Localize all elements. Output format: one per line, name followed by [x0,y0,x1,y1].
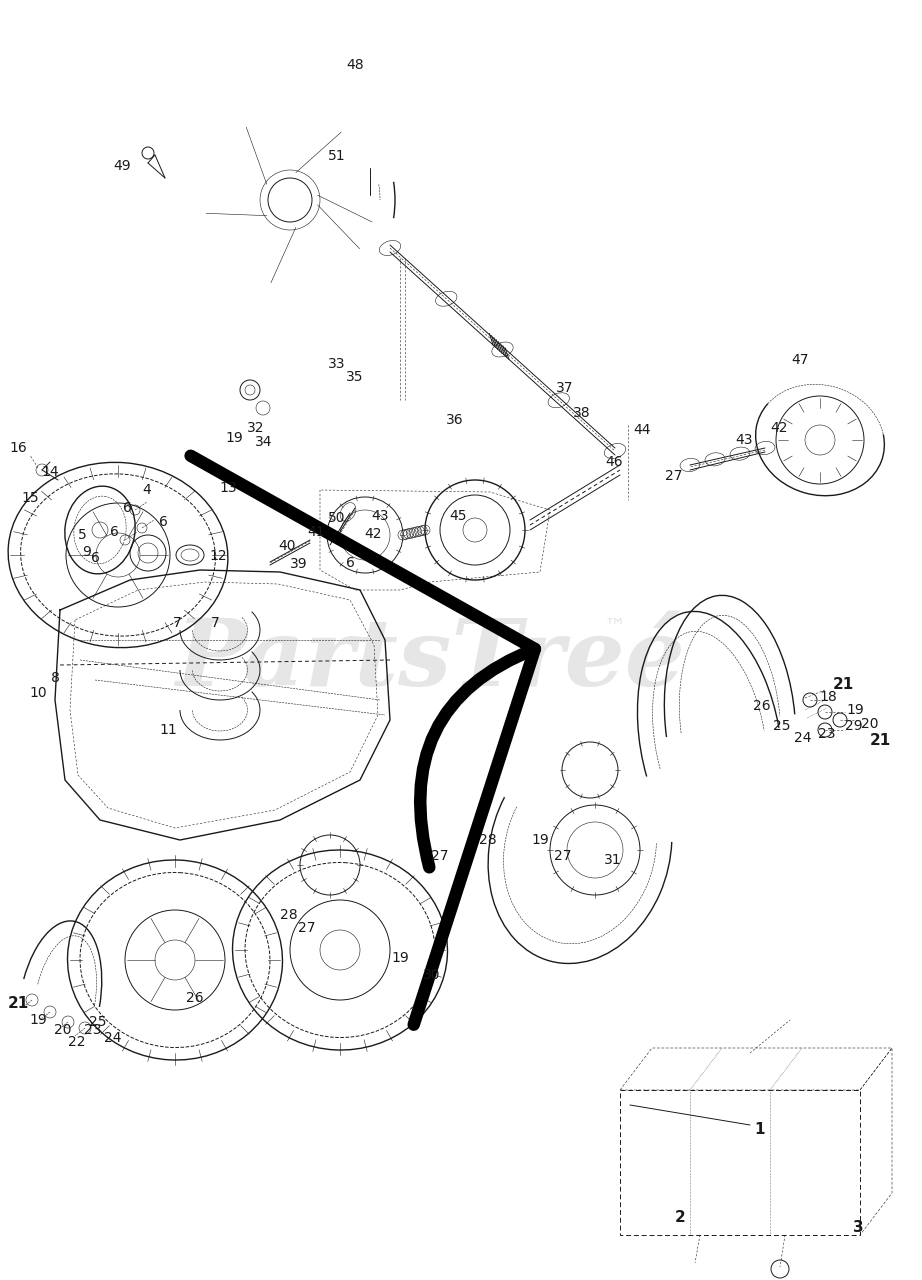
Text: 38: 38 [573,406,591,420]
Text: 47: 47 [791,353,809,367]
Text: 39: 39 [290,557,308,571]
Text: 27: 27 [298,922,315,934]
Text: 44: 44 [633,422,651,436]
Text: 25: 25 [89,1015,107,1029]
Text: 25: 25 [774,719,791,733]
Text: 6: 6 [110,525,118,539]
Text: 21: 21 [7,996,29,1010]
Text: 15: 15 [21,492,39,506]
Text: 19: 19 [531,833,549,847]
Text: 19: 19 [846,703,864,717]
Text: ™: ™ [604,618,626,637]
Text: 50: 50 [328,511,346,525]
Text: 18: 18 [819,690,837,704]
Text: 8: 8 [51,671,59,685]
Text: 1: 1 [755,1123,765,1138]
Text: 28: 28 [280,908,298,922]
Text: 7: 7 [210,616,219,630]
Text: 14: 14 [41,465,59,479]
Text: 6: 6 [90,550,100,564]
Text: 22: 22 [68,1036,86,1050]
Text: 36: 36 [446,413,464,428]
Text: 19: 19 [225,431,242,445]
Text: 43: 43 [372,509,389,524]
Text: 21: 21 [869,732,891,748]
Text: 19: 19 [391,951,408,965]
Text: 40: 40 [278,539,296,553]
Text: 24: 24 [794,731,811,745]
Text: 51: 51 [328,148,346,163]
Text: 48: 48 [346,58,364,72]
Text: 19: 19 [30,1012,47,1027]
Text: 9: 9 [83,545,91,559]
Text: 5: 5 [77,529,87,541]
Text: 43: 43 [735,433,752,447]
Text: 6: 6 [123,500,132,515]
Text: PartsTreé: PartsTreé [175,614,685,705]
Text: 16: 16 [9,442,27,454]
Text: 12: 12 [209,549,227,563]
Text: 42: 42 [770,421,787,435]
Text: 30: 30 [423,968,441,982]
Text: 46: 46 [605,454,623,468]
Text: 29: 29 [845,719,863,733]
Text: 27: 27 [431,849,449,863]
Text: 41: 41 [307,525,325,539]
Text: 34: 34 [255,435,273,449]
Text: 37: 37 [556,381,573,396]
Text: 26: 26 [186,991,204,1005]
Text: 35: 35 [347,370,364,384]
Text: 4: 4 [143,483,151,497]
Text: 6: 6 [159,515,168,529]
Text: 10: 10 [30,686,47,700]
Text: 24: 24 [104,1030,122,1044]
Text: 42: 42 [364,527,382,541]
Text: 6: 6 [346,556,354,570]
Text: 27: 27 [666,468,683,483]
Text: 31: 31 [604,852,621,867]
Text: 3: 3 [853,1221,863,1235]
Text: 20: 20 [861,717,879,731]
Text: 7: 7 [172,616,182,630]
Text: 23: 23 [84,1023,101,1037]
Text: 11: 11 [160,723,177,737]
Text: 26: 26 [753,699,771,713]
Text: 28: 28 [479,833,497,847]
Text: 21: 21 [833,677,854,691]
Text: 20: 20 [54,1023,72,1037]
Text: 32: 32 [247,421,265,435]
Text: 23: 23 [818,727,835,741]
Text: 49: 49 [113,159,131,173]
Text: 33: 33 [328,357,346,371]
Text: 45: 45 [449,509,467,524]
Text: 27: 27 [554,849,572,863]
Text: 13: 13 [219,481,237,495]
Text: 2: 2 [675,1211,685,1225]
